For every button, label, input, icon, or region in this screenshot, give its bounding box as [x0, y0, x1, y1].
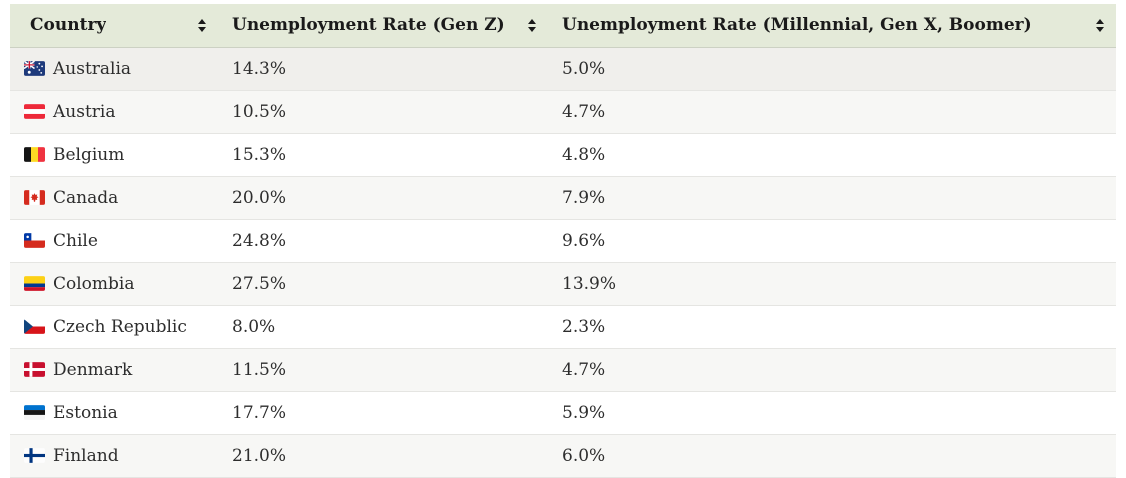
genz-rate-cell: 27.5% [218, 262, 548, 306]
australia-flag-icon [24, 60, 45, 76]
older-gen-rate-cell: 2.3% [548, 305, 1116, 349]
austria-flag-icon [24, 103, 45, 119]
country-name: Czech Republic [53, 316, 187, 337]
country-name: Austria [53, 101, 116, 122]
column-header-older-gen-rate[interactable]: Unemployment Rate (Millennial, Gen X, Bo… [548, 4, 1116, 48]
country-cell: Belgium [10, 133, 218, 177]
older-gen-rate-cell: 4.7% [548, 90, 1116, 134]
table-row: Chile 24.8% 9.6% [10, 219, 1116, 263]
table-row: Austria 10.5% 4.7% [10, 90, 1116, 134]
genz-rate-cell: 24.8% [218, 219, 548, 263]
belgium-flag-icon [24, 146, 45, 162]
older-gen-rate-cell: 7.9% [548, 176, 1116, 220]
country-name: Finland [53, 445, 119, 466]
country-cell: Colombia [10, 262, 218, 306]
table-row: Belgium 15.3% 4.8% [10, 133, 1116, 177]
sort-icon [528, 18, 536, 32]
table-row: Estonia 17.7% 5.9% [10, 391, 1116, 435]
older-gen-rate-cell: 5.0% [548, 47, 1116, 91]
table-row: Czech Republic 8.0% 2.3% [10, 305, 1116, 349]
country-cell: Canada [10, 176, 218, 220]
column-label: Country [30, 15, 107, 36]
table-row: Denmark 11.5% 4.7% [10, 348, 1116, 392]
country-cell: Finland [10, 434, 218, 478]
older-gen-rate-cell: 4.8% [548, 133, 1116, 177]
genz-rate-cell: 14.3% [218, 47, 548, 91]
sort-icon [198, 18, 206, 32]
genz-rate-cell: 21.0% [218, 434, 548, 478]
unemployment-table: Country Unemployment Rate (Gen Z) Unempl… [10, 4, 1116, 478]
country-cell: Australia [10, 47, 218, 91]
finland-flag-icon [24, 447, 45, 463]
country-cell: Chile [10, 219, 218, 263]
genz-rate-cell: 20.0% [218, 176, 548, 220]
country-name: Chile [53, 230, 98, 251]
older-gen-rate-cell: 5.9% [548, 391, 1116, 435]
country-cell: Czech Republic [10, 305, 218, 349]
chile-flag-icon [24, 232, 45, 248]
country-name: Colombia [53, 273, 135, 294]
czech-republic-flag-icon [24, 318, 45, 334]
country-name: Estonia [53, 402, 118, 423]
older-gen-rate-cell: 6.0% [548, 434, 1116, 478]
country-cell: Estonia [10, 391, 218, 435]
column-header-genz-rate[interactable]: Unemployment Rate (Gen Z) [218, 4, 548, 48]
column-header-country[interactable]: Country [10, 4, 218, 48]
genz-rate-cell: 17.7% [218, 391, 548, 435]
country-cell: Denmark [10, 348, 218, 392]
older-gen-rate-cell: 13.9% [548, 262, 1116, 306]
canada-flag-icon [24, 189, 45, 205]
country-name: Australia [53, 58, 132, 79]
table-row: Colombia 27.5% 13.9% [10, 262, 1116, 306]
sort-icon [1096, 18, 1104, 32]
estonia-flag-icon [24, 404, 45, 420]
table-row: Finland 21.0% 6.0% [10, 434, 1116, 478]
older-gen-rate-cell: 4.7% [548, 348, 1116, 392]
country-name: Belgium [53, 144, 125, 165]
denmark-flag-icon [24, 361, 45, 377]
column-label: Unemployment Rate (Millennial, Gen X, Bo… [562, 15, 1032, 36]
table-header: Country Unemployment Rate (Gen Z) Unempl… [10, 4, 1116, 48]
country-cell: Austria [10, 90, 218, 134]
table-row: Australia 14.3% 5.0% [10, 47, 1116, 91]
genz-rate-cell: 15.3% [218, 133, 548, 177]
genz-rate-cell: 8.0% [218, 305, 548, 349]
colombia-flag-icon [24, 275, 45, 291]
table-body: Australia 14.3% 5.0% Austria 10.5% 4.7% Belgiu… [10, 47, 1116, 478]
genz-rate-cell: 10.5% [218, 90, 548, 134]
column-label: Unemployment Rate (Gen Z) [232, 15, 505, 36]
table-row: Canada 20.0% 7.9% [10, 176, 1116, 220]
country-name: Canada [53, 187, 119, 208]
country-name: Denmark [53, 359, 133, 380]
genz-rate-cell: 11.5% [218, 348, 548, 392]
older-gen-rate-cell: 9.6% [548, 219, 1116, 263]
